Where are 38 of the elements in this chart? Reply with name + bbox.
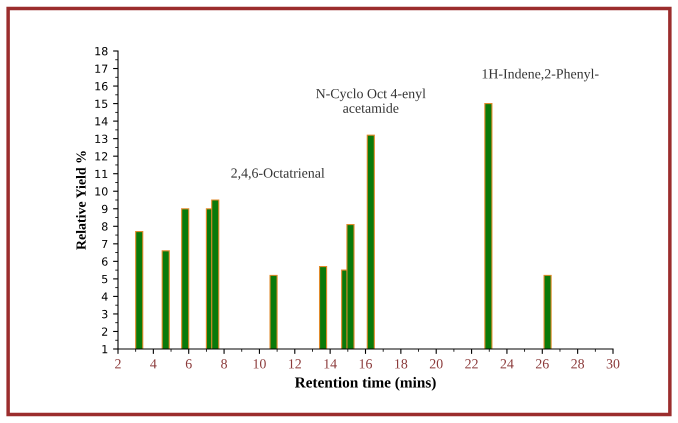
x-tick-label: 28 [571, 359, 584, 368]
x-tick-label: 24 [500, 359, 514, 368]
y-tick-label: 5 [102, 275, 108, 284]
annotation: 1H-Indene,2-Phenyl- [482, 68, 599, 82]
y-tick-label: 7 [102, 240, 108, 248]
x-tick-label: 4 [150, 359, 157, 368]
annotation: N-Cyclo Oct 4-enyl acetamide [316, 88, 426, 113]
y-tick-label: 10 [95, 187, 108, 196]
y-tick-label: 18 [95, 46, 108, 56]
x-tick-label: 8 [221, 359, 228, 368]
y-tick-label: 6 [102, 257, 108, 266]
x-tick-label: 14 [324, 359, 337, 368]
x-tick-label: 2 [115, 359, 121, 368]
y-tick-label: 11 [95, 170, 108, 178]
x-tick-label: 26 [536, 359, 549, 368]
y-tick-label: 16 [95, 82, 108, 90]
x-axis-title: Retention time (mins) [294, 376, 436, 391]
x-tick-label: 16 [360, 359, 372, 368]
y-tick-label: 13 [95, 134, 108, 144]
y-tick-label: 17 [95, 64, 108, 73]
y-axis-title: Relative Yield % [76, 151, 86, 250]
y-tick-label: 2 [102, 327, 108, 336]
y-tick-label: 3 [102, 310, 108, 318]
x-tick-label: 10 [254, 359, 266, 368]
annotation: 2,4,6-Octatrienal [231, 168, 324, 180]
y-tick-label: 14 [95, 117, 108, 126]
y-tick-label: 12 [95, 152, 108, 160]
y-tick-label: 8 [102, 222, 108, 231]
x-tick-label: 6 [186, 359, 192, 368]
x-tick-label: 30 [606, 359, 620, 368]
x-tick-label: 12 [289, 359, 301, 368]
x-tick-label: 20 [430, 359, 443, 368]
y-tick-label: 15 [95, 100, 108, 108]
y-tick-label: 1 [102, 345, 108, 354]
y-tick-label: 4 [102, 292, 108, 301]
x-tick-label: 18 [395, 359, 408, 368]
y-tick-label: 9 [102, 204, 108, 214]
x-tick-label: 22 [465, 359, 478, 368]
